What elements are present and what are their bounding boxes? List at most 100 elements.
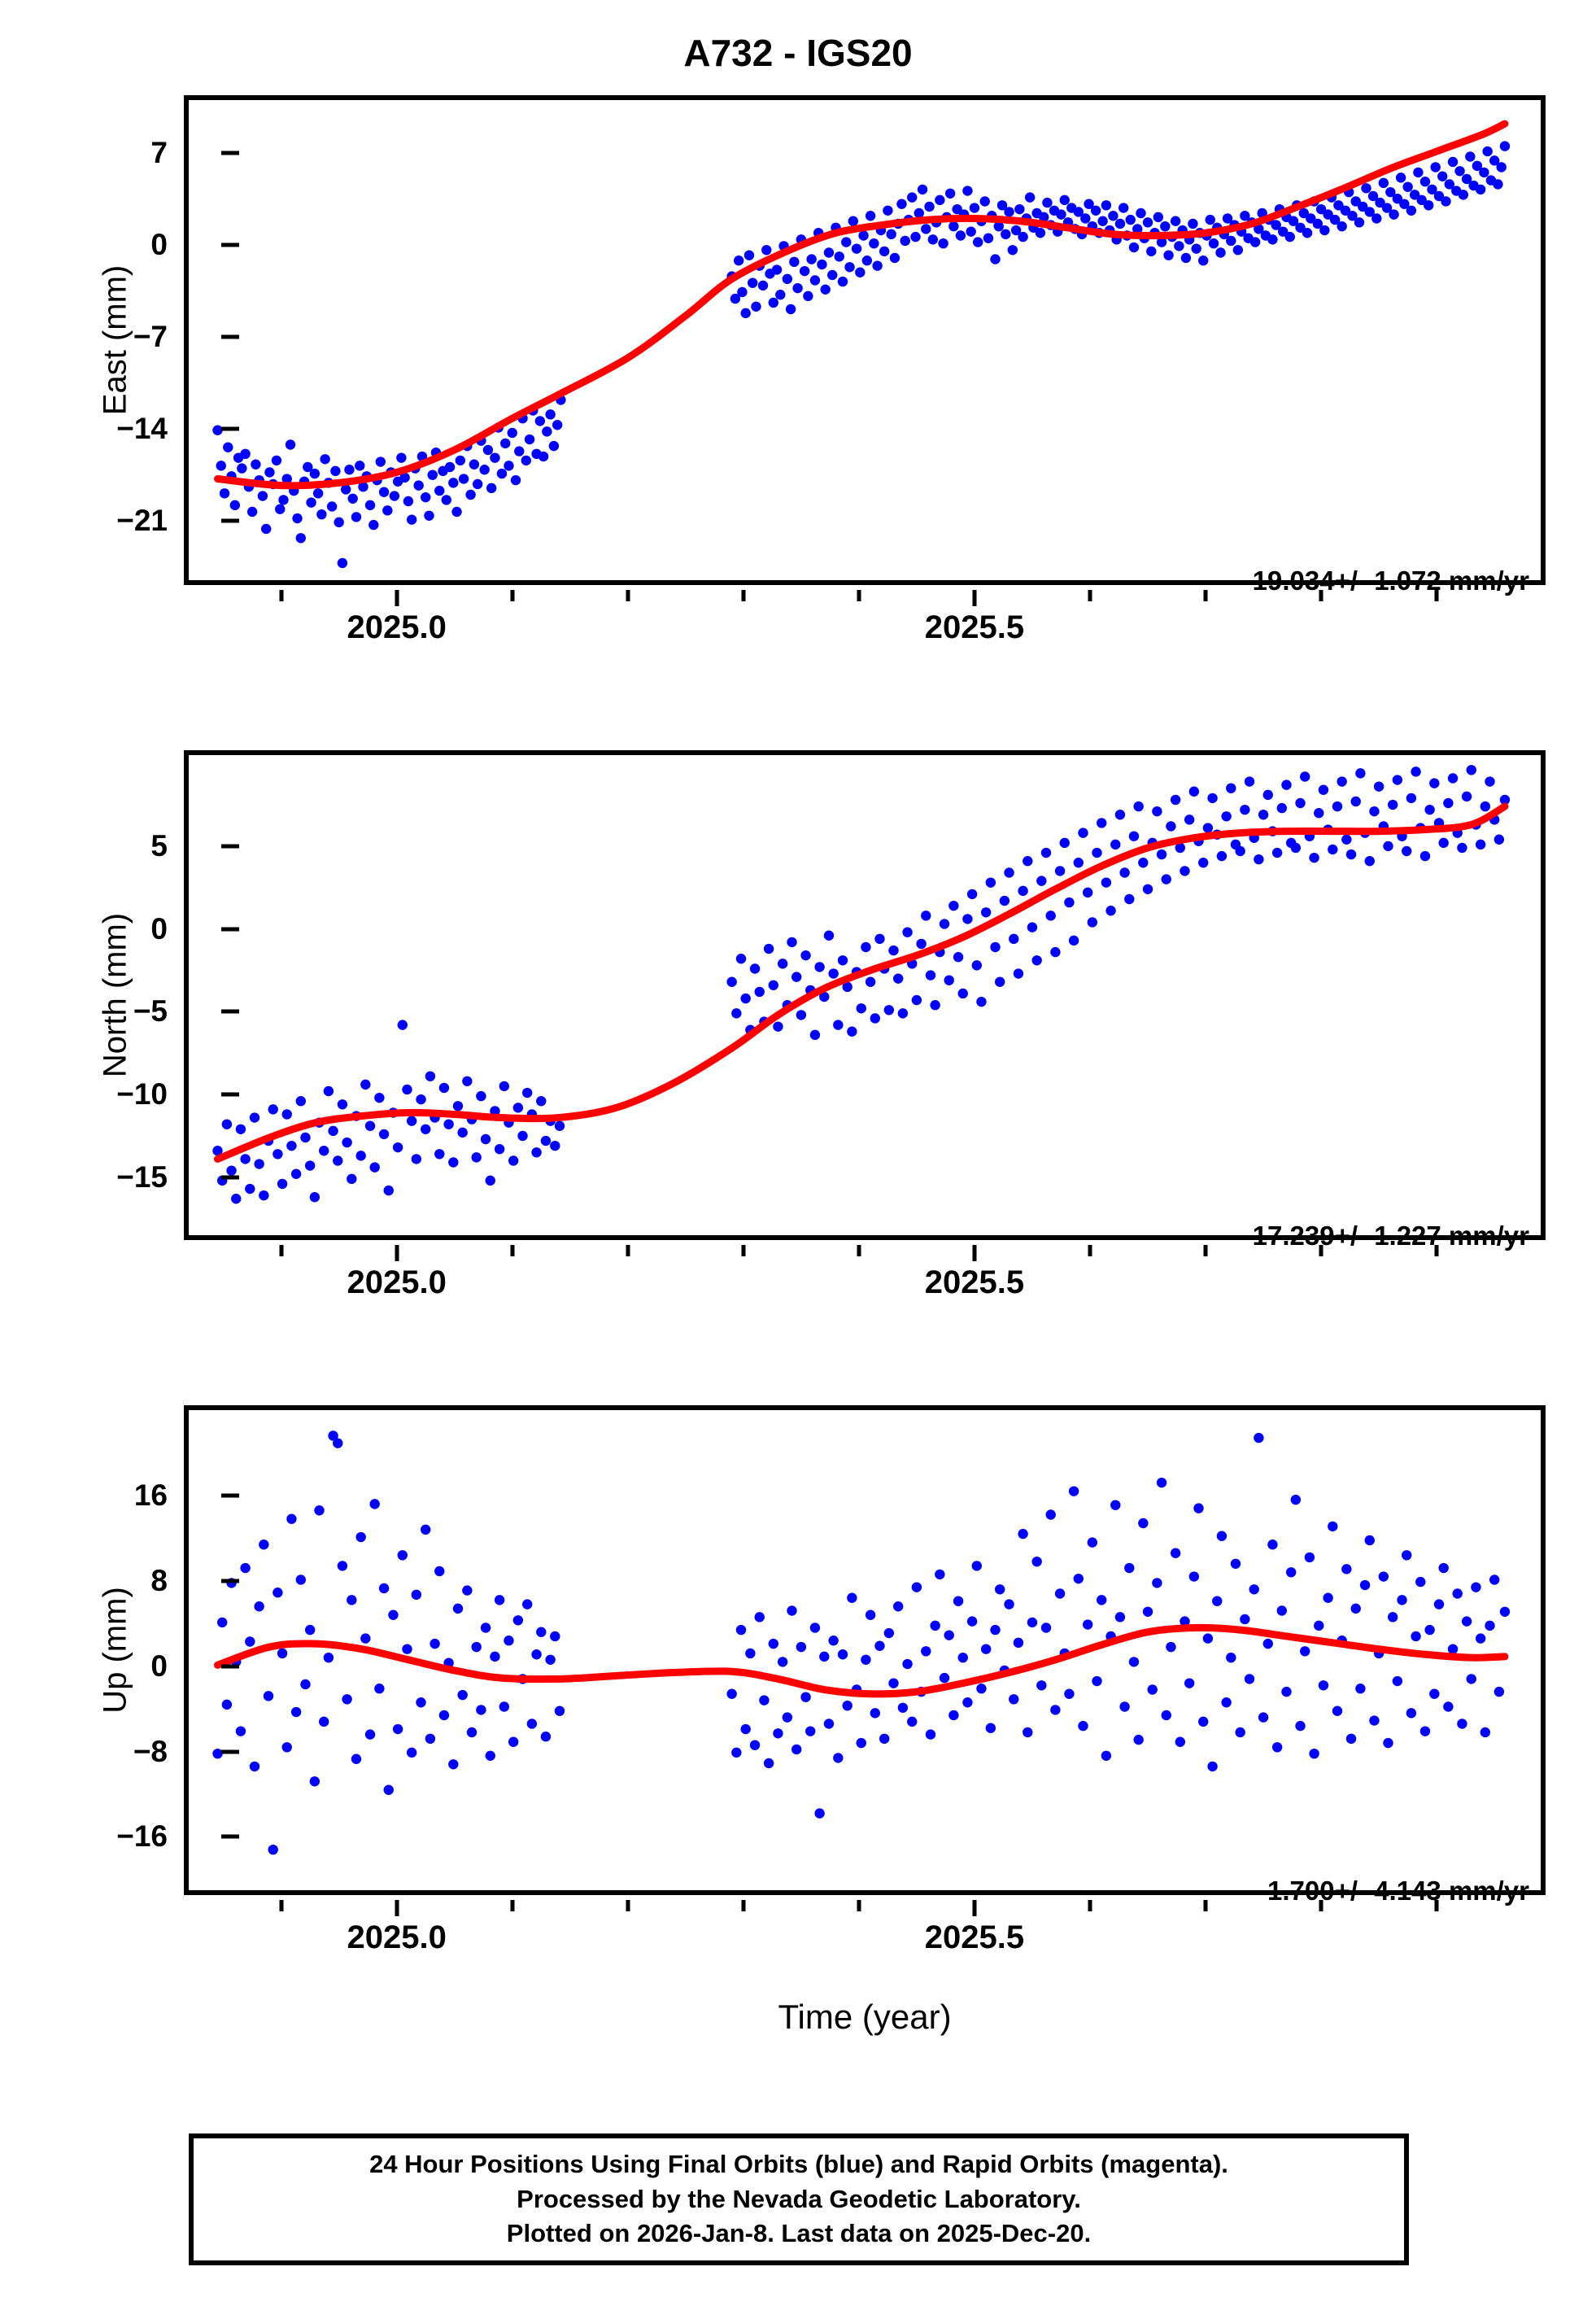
data-point [886, 229, 896, 240]
data-point [1166, 1641, 1176, 1653]
ytick-label: −21 [116, 504, 168, 538]
data-point [1023, 1727, 1033, 1738]
xtick-mark-minor [510, 1900, 515, 1911]
ytick-mark [221, 1092, 239, 1097]
ytick-mark [221, 1493, 239, 1498]
data-point [347, 1173, 357, 1185]
data-point [1295, 1720, 1306, 1732]
xtick-mark-minor [279, 590, 284, 601]
data-point [1443, 1701, 1454, 1712]
data-point [1369, 806, 1380, 817]
data-point [374, 1684, 385, 1694]
data-point [897, 1702, 909, 1713]
data-point [534, 416, 546, 426]
xtick-mark-minor [510, 1245, 515, 1256]
data-point [1341, 1564, 1352, 1574]
data-point [281, 1109, 292, 1120]
data-point [229, 500, 241, 511]
data-point [1244, 1674, 1255, 1684]
xtick-mark-minor [626, 1245, 630, 1256]
data-point [870, 1708, 880, 1719]
data-point [1170, 1548, 1181, 1558]
data-point [531, 1649, 542, 1660]
data-point [1271, 220, 1281, 230]
data-point [789, 256, 800, 268]
data-point [1350, 796, 1361, 807]
data-point [861, 255, 873, 266]
data-point [364, 1729, 376, 1740]
data-point [254, 1601, 264, 1612]
data-point [1068, 935, 1079, 946]
panel-north-yticks: 5 0 −5 −10 −15 [37, 750, 239, 1240]
panel-north-xaxis: 2025.0 2025.5 [184, 1245, 1546, 1310]
data-point [526, 1719, 538, 1729]
ytick-label: −14 [116, 412, 168, 446]
data-point [751, 301, 761, 312]
data-point [1023, 856, 1033, 867]
data-point [342, 1137, 352, 1148]
data-point [1447, 156, 1459, 168]
data-point [1281, 780, 1292, 790]
caption-line-2: Processed by the Nevada Geodetic Laborat… [517, 2184, 1081, 2213]
data-point [1230, 1558, 1241, 1569]
data-point [962, 1697, 973, 1708]
data-point [823, 930, 835, 941]
data-point [819, 991, 830, 1002]
data-point [480, 1622, 491, 1633]
data-point [1262, 789, 1273, 801]
data-point [1350, 196, 1361, 207]
data-point [1438, 837, 1449, 849]
data-point [907, 1716, 918, 1727]
data-point [979, 196, 990, 207]
data-point [1198, 255, 1209, 266]
data-point [316, 509, 327, 520]
data-point [1152, 806, 1162, 817]
data-point [785, 304, 796, 315]
data-point [397, 1550, 408, 1561]
data-point [480, 1133, 491, 1145]
data-point [1485, 1620, 1495, 1631]
data-point [457, 1127, 468, 1138]
data-point [1153, 212, 1164, 223]
data-point [1443, 797, 1454, 809]
data-point [892, 973, 904, 984]
ytick-mark [221, 1749, 239, 1754]
data-point [1433, 190, 1445, 202]
data-point [1493, 179, 1503, 190]
data-point [1373, 781, 1385, 792]
data-point [344, 465, 355, 475]
data-point [1038, 212, 1049, 223]
data-point [1429, 1688, 1440, 1699]
data-point [326, 501, 338, 512]
data-point [1419, 177, 1431, 187]
data-point [1180, 1616, 1190, 1627]
data-point [1156, 849, 1167, 860]
ytick-label: 0 [150, 227, 168, 261]
data-point [1364, 856, 1375, 867]
data-point [212, 1748, 223, 1759]
data-point [522, 1087, 533, 1098]
data-point [212, 1146, 223, 1156]
data-point [264, 467, 275, 478]
caption-line-1: 24 Hour Positions Using Final Orbits (bl… [369, 2149, 1228, 2178]
data-point [800, 950, 811, 961]
data-point [966, 1616, 978, 1627]
data-point [522, 1599, 533, 1609]
ytick-label: −16 [116, 1819, 168, 1854]
data-point [434, 1566, 445, 1577]
data-point [1419, 1726, 1431, 1736]
data-point [1188, 786, 1200, 797]
data-point [983, 233, 994, 243]
data-point [1295, 222, 1306, 233]
xtick-mark [395, 590, 399, 606]
data-point [921, 911, 931, 921]
data-point [1073, 207, 1084, 217]
xtick-mark [972, 590, 977, 606]
data-point [221, 1119, 233, 1129]
data-point [1409, 190, 1420, 200]
data-point [837, 955, 848, 966]
data-point [827, 269, 838, 281]
data-point [504, 1636, 514, 1646]
data-point [823, 247, 835, 258]
xtick-mark-minor [1319, 1245, 1323, 1256]
